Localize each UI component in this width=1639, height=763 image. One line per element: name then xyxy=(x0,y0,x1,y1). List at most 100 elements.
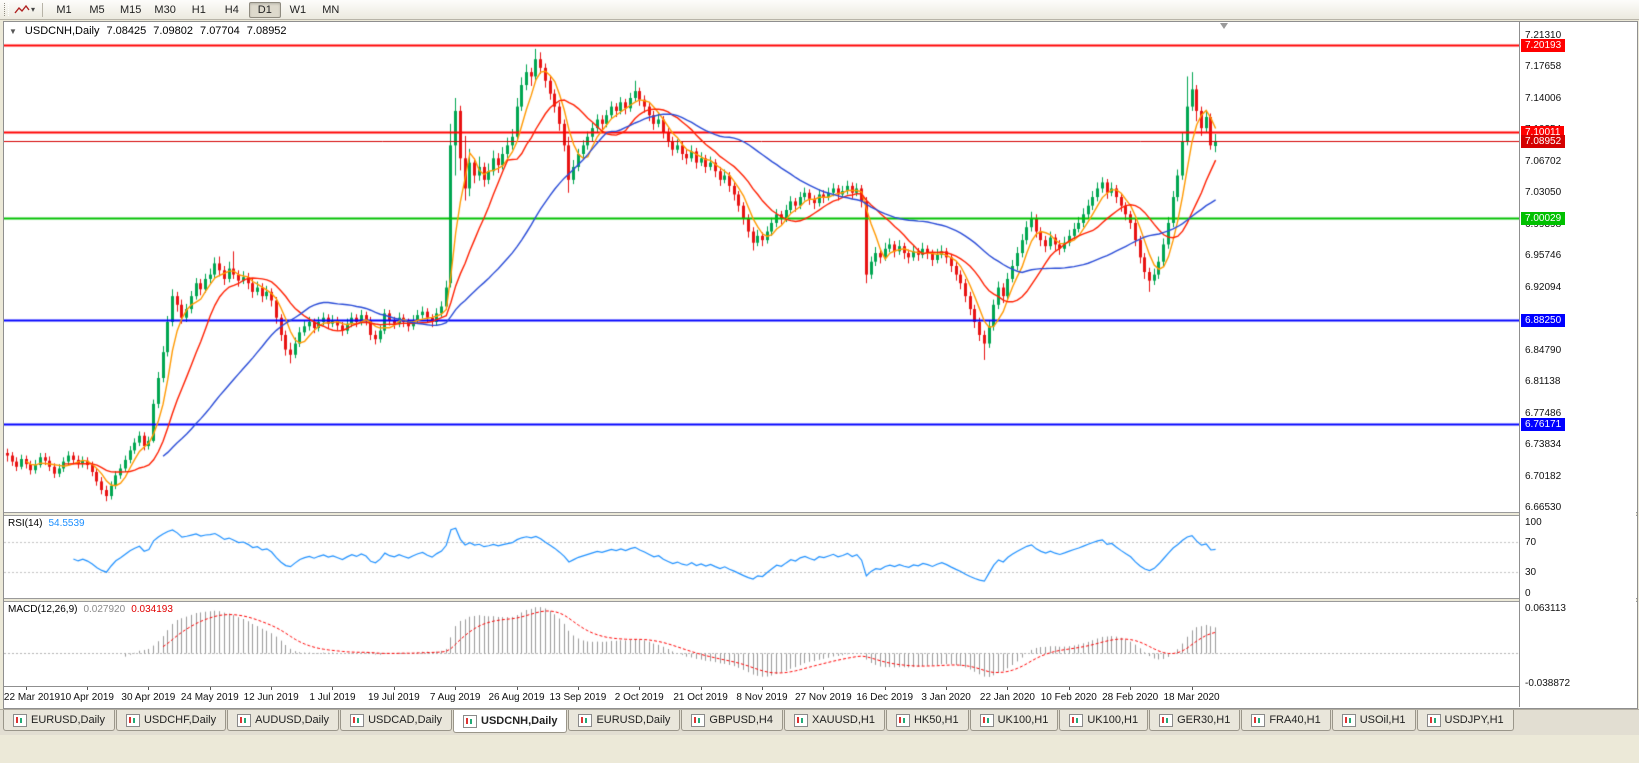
date-axis-label: 21 Oct 2019 xyxy=(673,692,728,703)
toolbar-grip[interactable] xyxy=(4,3,9,16)
tab-label: EURUSD,Daily xyxy=(31,714,105,726)
date-axis-tick xyxy=(1069,687,1070,690)
date-axis-label: 28 Feb 2020 xyxy=(1102,692,1159,703)
macd-header: MACD(12,26,9) 0.027920 0.034193 xyxy=(8,604,173,615)
tab-label: GER30,H1 xyxy=(1177,714,1231,726)
timeframe-button-d1[interactable]: D1 xyxy=(248,1,281,18)
chart-tab-eurusd-daily[interactable]: EURUSD,Daily xyxy=(568,710,681,731)
chart-tab-usdcnh-daily[interactable]: USDCNH,Daily xyxy=(453,710,568,733)
level-price-badge: 6.76171 xyxy=(1521,417,1566,431)
timeframe-button-m15[interactable]: M15 xyxy=(120,3,142,16)
chart-tab-usdchf-daily[interactable]: USDCHF,Daily xyxy=(115,710,227,731)
panel-separator[interactable] xyxy=(4,598,1637,602)
macd-axis-label: -0.038872 xyxy=(1525,678,1571,689)
timeframe-button-h1[interactable]: H1 xyxy=(191,3,206,16)
date-axis-label: 16 Dec 2019 xyxy=(856,692,914,703)
date-axis-label: 24 May 2019 xyxy=(180,692,239,703)
timeframe-button-m5[interactable]: M5 xyxy=(89,3,105,16)
chart-tab-usdjpy-h1[interactable]: USDJPY,H1 xyxy=(1416,710,1514,731)
level-price-badge: 7.00029 xyxy=(1521,212,1566,226)
collapse-arrow-icon[interactable]: ▼ xyxy=(9,26,17,36)
panel-separator[interactable] xyxy=(4,512,1637,516)
chart-tab-usoil-h1[interactable]: USOil,H1 xyxy=(1331,710,1416,731)
timeframe-button-m1[interactable]: M1 xyxy=(56,3,72,16)
tab-chart-icon xyxy=(1069,713,1084,727)
current-price-badge: 7.08952 xyxy=(1521,135,1566,149)
bar-close-value: 7.08952 xyxy=(246,25,287,37)
date-axis-label: 22 Jan 2020 xyxy=(979,692,1035,703)
price-chart-plot[interactable]: ▼ USDCNH,Daily 7.08425 7.09802 7.07704 7… xyxy=(4,22,1519,512)
macd-canvas[interactable] xyxy=(4,602,1519,686)
date-axis-label: 30 Apr 2019 xyxy=(121,692,176,703)
date-axis-tick xyxy=(1130,687,1131,690)
date-axis-tick xyxy=(455,687,456,690)
tab-label: UK100,H1 xyxy=(1087,714,1139,726)
tab-chart-icon xyxy=(691,713,706,727)
tab-label: HK50,H1 xyxy=(913,714,959,726)
tab-label: AUDUSD,Daily xyxy=(255,714,330,726)
bar-high-value: 7.09802 xyxy=(153,25,194,37)
price-axis-label: 7.06702 xyxy=(1525,155,1562,167)
date-axis-tick xyxy=(762,687,763,690)
price-chart-canvas[interactable] xyxy=(4,22,1519,512)
chart-mode-icon[interactable] xyxy=(13,3,31,17)
tab-chart-icon xyxy=(1159,713,1174,727)
chart-tab-xauusd-h1[interactable]: XAUUSD,H1 xyxy=(783,710,885,731)
date-axis-tick xyxy=(87,687,88,690)
chart-tab-ger30-h1[interactable]: GER30,H1 xyxy=(1149,710,1241,731)
price-axis-label: 6.95746 xyxy=(1525,250,1562,262)
tab-chart-icon xyxy=(13,713,27,727)
date-axis-label: 8 Nov 2019 xyxy=(736,692,788,703)
chart-tab-audusd-daily[interactable]: AUDUSD,Daily xyxy=(227,710,340,731)
chart-shift-marker[interactable] xyxy=(1220,23,1228,29)
tab-label: USDJPY,H1 xyxy=(1444,714,1504,726)
date-axis-label: 10 Apr 2019 xyxy=(60,692,114,703)
price-axis-label: 6.77486 xyxy=(1525,407,1562,419)
date-axis-label: 3 Jan 2020 xyxy=(921,692,971,703)
chart-tab-fra40-h1[interactable]: FRA40,H1 xyxy=(1241,710,1331,731)
price-axis-label: 7.14006 xyxy=(1525,92,1562,104)
chart-tab-hk50-h1[interactable]: HK50,H1 xyxy=(885,710,969,731)
macd-panel[interactable]: MACD(12,26,9) 0.027920 0.034193 xyxy=(4,602,1519,686)
date-axis[interactable]: 22 Mar 2019 10 Apr 2019 30 Apr 2019 24 May … xyxy=(4,686,1519,707)
tab-chart-icon xyxy=(125,713,140,727)
timeframe-button-w1[interactable]: W1 xyxy=(289,3,307,16)
chart-tab-uk100-h1[interactable]: UK100,H1 xyxy=(969,710,1059,731)
rsi-canvas[interactable] xyxy=(4,516,1519,598)
price-axis-label: 6.73834 xyxy=(1525,439,1562,451)
date-axis-label: 18 Mar 2020 xyxy=(1163,692,1220,703)
date-axis-label: 26 Aug 2019 xyxy=(488,692,545,703)
date-axis-tick xyxy=(210,687,211,690)
price-axis-label: 7.21310 xyxy=(1525,30,1562,41)
date-axis-tick xyxy=(394,687,395,690)
timeframe-button-mn[interactable]: MN xyxy=(322,3,340,16)
tab-chart-icon xyxy=(895,713,910,727)
timeframe-button-h4[interactable]: H4 xyxy=(224,3,239,16)
tab-label: UK100,H1 xyxy=(997,714,1049,726)
timeframe-button-m30[interactable]: M30 xyxy=(154,3,176,16)
tab-label: EURUSD,Daily xyxy=(596,714,671,726)
date-axis-tick xyxy=(517,687,518,690)
chart-tab-gbpusd-h4[interactable]: GBPUSD,H4 xyxy=(681,710,783,731)
tab-chart-icon xyxy=(350,713,365,727)
date-axis-tick xyxy=(946,687,947,690)
price-axis-label: 7.17658 xyxy=(1525,61,1562,73)
chart-tab-usdcad-daily[interactable]: USDCAD,Daily xyxy=(340,710,453,731)
date-axis-tick xyxy=(823,687,824,690)
bar-open-value: 7.08425 xyxy=(106,25,147,37)
macd-main-value: 0.027920 xyxy=(83,604,126,615)
tab-label: USDCAD,Daily xyxy=(368,714,443,726)
tab-chart-icon xyxy=(979,713,994,727)
macd-label: MACD(12,26,9) xyxy=(8,604,78,615)
level-price-badge: 6.88250 xyxy=(1521,313,1566,327)
tab-chart-icon xyxy=(463,714,478,728)
rsi-panel[interactable]: RSI(14) 54.5539 xyxy=(4,516,1519,598)
tab-chart-icon xyxy=(1426,713,1441,727)
dropdown-caret-icon[interactable]: ▾ xyxy=(31,5,36,14)
date-axis-label: 27 Nov 2019 xyxy=(795,692,852,703)
price-axis[interactable]: 7.213107.176587.140067.103547.067027.030… xyxy=(1519,22,1636,707)
chart-tab-uk100-h1[interactable]: UK100,H1 xyxy=(1059,710,1149,731)
date-axis-label: 7 Aug 2019 xyxy=(429,692,481,703)
date-axis-tick xyxy=(1007,687,1008,690)
chart-tab-eurusd-daily[interactable]: EURUSD,Daily xyxy=(3,710,115,731)
